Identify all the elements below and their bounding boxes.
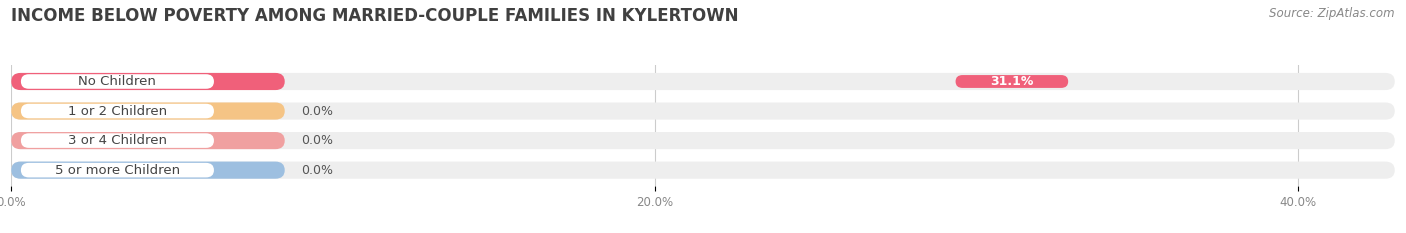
FancyBboxPatch shape [21,133,214,148]
FancyBboxPatch shape [11,73,285,90]
FancyBboxPatch shape [21,74,214,89]
Text: 3 or 4 Children: 3 or 4 Children [67,134,167,147]
Text: No Children: No Children [79,75,156,88]
Text: 0.0%: 0.0% [301,164,333,177]
Text: 31.1%: 31.1% [990,75,1033,88]
FancyBboxPatch shape [21,104,214,118]
Text: INCOME BELOW POVERTY AMONG MARRIED-COUPLE FAMILIES IN KYLERTOWN: INCOME BELOW POVERTY AMONG MARRIED-COUPL… [11,7,738,25]
FancyBboxPatch shape [21,163,214,178]
Text: Source: ZipAtlas.com: Source: ZipAtlas.com [1270,7,1395,20]
FancyBboxPatch shape [956,75,1069,88]
Text: 0.0%: 0.0% [301,134,333,147]
FancyBboxPatch shape [11,132,1395,149]
FancyBboxPatch shape [11,132,285,149]
FancyBboxPatch shape [11,161,1395,179]
FancyBboxPatch shape [11,103,1395,120]
Text: 1 or 2 Children: 1 or 2 Children [67,105,167,117]
FancyBboxPatch shape [11,73,1395,90]
FancyBboxPatch shape [11,103,285,120]
Text: 0.0%: 0.0% [301,105,333,117]
FancyBboxPatch shape [11,161,285,179]
Text: 5 or more Children: 5 or more Children [55,164,180,177]
